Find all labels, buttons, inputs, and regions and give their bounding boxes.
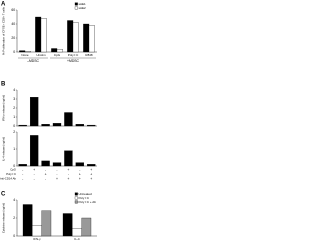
y-tick-label: 2 [13, 216, 15, 220]
y-tick-label: 4 [13, 198, 15, 202]
x-tick-label: IFN-γ [33, 237, 41, 241]
panel-label: C [1, 192, 6, 198]
legend-swatch [74, 200, 78, 204]
condition-name: Anti-CD14 Ab [0, 177, 16, 181]
group-label: –MDSC [27, 59, 39, 63]
y-axis-label: IFN-γ release (ng/ml) [2, 95, 6, 121]
y-tick-label: 2 [13, 130, 15, 134]
condition-value: + [90, 168, 92, 172]
bar [41, 210, 52, 237]
x-tick-label: Unstim [36, 53, 46, 57]
legend-label: Untreated [79, 192, 93, 196]
bar [35, 16, 42, 53]
condition-value: - [34, 172, 35, 176]
bar [51, 48, 58, 53]
bar [29, 97, 39, 127]
condition-value: - [56, 168, 57, 172]
condition-value: + [67, 168, 69, 172]
y-axis-label: Cytokine release (ng/ml) [2, 203, 6, 233]
bar [72, 22, 79, 53]
bar [81, 217, 92, 237]
condition-value: - [56, 172, 57, 176]
bar [24, 51, 31, 53]
bar [41, 124, 50, 127]
group-label: +MDSC [67, 59, 80, 63]
x-tick-label: Poly I:C [68, 53, 79, 57]
legend-swatch [74, 6, 78, 10]
bar [64, 112, 73, 127]
bar [41, 160, 50, 167]
condition-value: - [22, 168, 23, 172]
legend-swatch [74, 192, 78, 196]
bar [83, 23, 90, 53]
bar [87, 164, 96, 167]
y-tick-label: 60 [11, 8, 15, 12]
bar [75, 124, 85, 127]
y-axis-label: % Proliferation of CFSE+ CD8+ T cells [2, 6, 6, 55]
y-tick-label: 2 [13, 106, 15, 110]
condition-value: + [56, 177, 58, 181]
y-tick-label: 0 [13, 124, 15, 128]
y-tick-label: 4 [13, 88, 15, 92]
condition-name: CpG [10, 168, 16, 172]
condition-value: + [90, 177, 92, 181]
legend-label: Poly I:C [79, 196, 90, 200]
x-tick-label: R848 [85, 53, 93, 57]
bar [19, 50, 26, 53]
condition-value: + [79, 172, 81, 176]
bar [22, 204, 33, 237]
bar [75, 162, 85, 167]
legend-label: Poly I:C + Ab [79, 200, 97, 204]
condition-value: + [79, 177, 81, 181]
y-tick-label: 1 [13, 115, 15, 119]
legend-swatch [74, 196, 78, 200]
x-tick-label: IL-4 [74, 237, 80, 241]
bar [72, 228, 82, 237]
y-tick-label: 40 [11, 22, 15, 26]
y-tick-label: 0 [13, 164, 15, 168]
y-tick-label: 1 [13, 147, 15, 151]
y-tick-label: 20 [11, 36, 15, 40]
y-tick-label: 0 [13, 50, 15, 54]
y-axis-label: IL-4 release (ng/ml) [2, 137, 6, 161]
condition-value: - [22, 172, 23, 176]
condition-value: + [45, 172, 47, 176]
bar [40, 18, 47, 53]
x-tick-label: CpG [54, 53, 61, 57]
bar [32, 225, 42, 237]
condition-name: Poly I:C [6, 172, 16, 176]
bar [87, 124, 96, 127]
bar [56, 49, 63, 53]
condition-value: - [68, 172, 69, 176]
condition-value: + [67, 177, 69, 181]
bar [88, 25, 95, 53]
legend-label: sAE1 [79, 2, 87, 6]
bar [18, 164, 27, 167]
panel-label: A [1, 2, 6, 8]
legend-swatch [74, 2, 78, 6]
bar [52, 162, 62, 167]
panel-label: B [1, 82, 6, 88]
condition-value: + [33, 168, 35, 172]
condition-value: - [34, 177, 35, 181]
condition-value: - [22, 177, 23, 181]
condition-value: - [45, 168, 46, 172]
x-tick-label: None [21, 53, 29, 57]
bar [67, 20, 74, 53]
bar [62, 213, 73, 237]
bar [18, 124, 27, 127]
bar [52, 123, 62, 127]
condition-value: - [79, 168, 80, 172]
y-tick-label: 0 [13, 234, 15, 238]
bar [29, 135, 39, 167]
y-tick-label: 3 [13, 97, 15, 101]
condition-value: - [45, 177, 46, 181]
bar [64, 150, 73, 167]
condition-value: + [90, 172, 92, 176]
legend-label: sAE2 [79, 6, 87, 10]
